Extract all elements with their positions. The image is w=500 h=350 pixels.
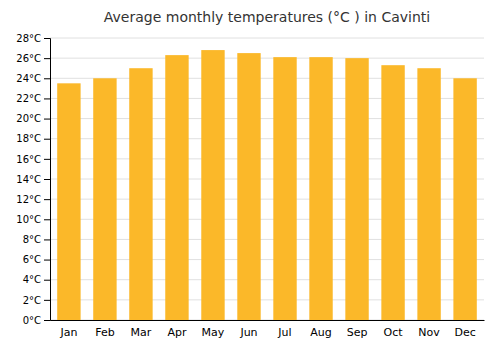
grid-line	[50, 58, 484, 59]
x-tick-label: Feb	[95, 326, 114, 339]
y-tick-mark	[44, 139, 50, 140]
y-tick-label: 24°C	[16, 73, 41, 84]
y-axis: 0°C 2°C 4°C 6°C 8°C 10°C 12°C 14°C 16°C 18°C 20°C 2…	[16, 33, 50, 326]
y-tick-label: 12°C	[16, 194, 41, 205]
chart-svg: Jan Feb Mar Apr May Jun Jul Aug Sep Oct Nov Dec 0°C 2…	[0, 0, 500, 350]
y-tick: 14°C	[16, 174, 50, 185]
y-tick-mark	[44, 320, 50, 321]
bar	[381, 65, 404, 320]
x-tick: Dec	[454, 326, 475, 339]
y-tick-label: 10°C	[16, 214, 41, 225]
x-tick: Apr	[167, 326, 187, 339]
y-tick-mark	[44, 179, 50, 180]
x-tick-label: Jul	[277, 326, 291, 339]
y-tick-label: 26°C	[16, 53, 41, 64]
bar	[309, 57, 332, 320]
y-tick: 28°C	[16, 33, 50, 44]
y-tick: 24°C	[16, 73, 50, 84]
y-tick-label: 18°C	[16, 133, 41, 144]
y-tick: 20°C	[16, 113, 50, 124]
bar	[453, 78, 476, 320]
y-tick-mark	[44, 260, 50, 261]
y-tick-mark	[44, 219, 50, 220]
bar	[165, 55, 188, 320]
x-tick-label: Mar	[131, 326, 152, 339]
y-tick-mark	[44, 98, 50, 99]
y-tick-label: 0°C	[23, 315, 41, 326]
y-tick: 22°C	[16, 93, 50, 104]
bar	[237, 53, 260, 320]
y-tick: 10°C	[16, 214, 50, 225]
y-tick-mark	[44, 280, 50, 281]
y-tick: 0°C	[23, 315, 50, 326]
x-tick: Oct	[384, 326, 404, 339]
y-tick-mark	[44, 300, 50, 301]
x-tick: Aug	[310, 326, 331, 339]
y-axis-line	[44, 39, 51, 321]
y-tick-label: 28°C	[16, 33, 41, 44]
x-tick: Jan	[59, 326, 77, 339]
x-axis: Jan Feb Mar Apr May Jun Jul Aug Sep Oct Nov Dec	[51, 321, 485, 339]
y-tick: 12°C	[16, 194, 50, 205]
y-tick-label: 20°C	[16, 113, 41, 124]
y-tick-label: 14°C	[16, 174, 41, 185]
bar	[273, 57, 296, 320]
y-tick: 8°C	[23, 234, 50, 245]
chart-title: Average monthly temperatures (°C ) in Ca…	[104, 9, 430, 25]
x-tick: Mar	[131, 326, 152, 339]
bar	[129, 68, 152, 320]
x-tick-label: May	[202, 326, 225, 339]
x-tick-label: Dec	[454, 326, 475, 339]
x-tick: Jun	[239, 326, 257, 339]
x-tick: May	[202, 326, 225, 339]
y-tick: 16°C	[16, 154, 50, 165]
bar	[93, 78, 116, 320]
y-tick-mark	[44, 239, 50, 240]
grid	[50, 38, 484, 320]
y-tick-mark	[44, 78, 50, 79]
x-axis-line	[51, 320, 485, 321]
y-tick-label: 22°C	[16, 93, 41, 104]
y-tick-label: 2°C	[23, 295, 41, 306]
y-tick-mark	[44, 159, 50, 160]
y-tick: 2°C	[23, 295, 50, 306]
y-tick-label: 8°C	[23, 234, 41, 245]
y-tick: 6°C	[23, 254, 50, 265]
plot-area: Jan Feb Mar Apr May Jun Jul Aug Sep Oct Nov Dec 0°C 2…	[16, 33, 484, 339]
x-tick: Nov	[418, 326, 440, 339]
y-tick-label: 6°C	[23, 254, 41, 265]
x-tick: Jul	[277, 326, 291, 339]
bar	[57, 83, 80, 320]
grid-line	[50, 38, 484, 39]
y-tick-mark	[44, 199, 50, 200]
x-tick-label: Aug	[310, 326, 331, 339]
bar	[417, 68, 440, 320]
x-tick: Sep	[347, 326, 368, 339]
y-tick-label: 16°C	[16, 154, 41, 165]
x-tick-label: Nov	[418, 326, 440, 339]
bar	[201, 50, 224, 320]
x-tick: Feb	[95, 326, 114, 339]
y-tick-label: 4°C	[23, 274, 41, 285]
y-tick-mark	[44, 58, 50, 59]
y-tick-mark	[44, 119, 50, 120]
bar	[345, 58, 368, 320]
bars	[57, 50, 477, 320]
y-tick: 26°C	[16, 53, 50, 64]
chart-container: Jan Feb Mar Apr May Jun Jul Aug Sep Oct Nov Dec 0°C 2…	[0, 0, 500, 350]
x-tick-label: Oct	[384, 326, 404, 339]
y-tick: 4°C	[23, 274, 50, 285]
x-tick-label: Jun	[239, 326, 257, 339]
x-tick-label: Sep	[347, 326, 368, 339]
x-tick-label: Jan	[59, 326, 77, 339]
x-tick-label: Apr	[167, 326, 187, 339]
y-tick: 18°C	[16, 133, 50, 144]
y-tick-mark	[44, 38, 50, 39]
